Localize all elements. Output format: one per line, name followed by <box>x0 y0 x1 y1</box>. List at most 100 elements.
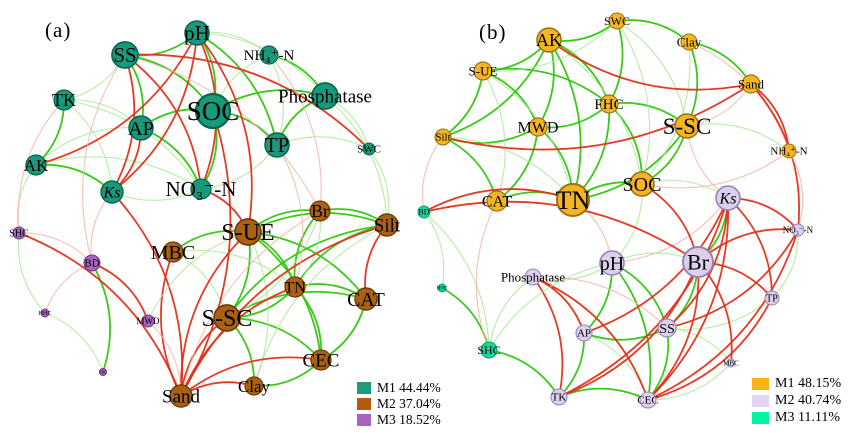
node-label-a-Ks: Ks <box>103 184 121 201</box>
edge-b-BD-HHC <box>423 211 445 289</box>
node-a-SOC <box>194 92 232 130</box>
edge-b-Br-TK <box>558 261 699 398</box>
node-label-a-SOC: SOC <box>187 96 240 126</box>
edge-b-AK-MWD <box>537 39 555 128</box>
edge-a-SS-NO3-N <box>124 54 202 190</box>
node-label-b-TN: TN <box>556 186 591 215</box>
node-label-b-Silt: Silt <box>435 132 450 144</box>
legend-label-m3: M3 18.52% <box>377 412 441 427</box>
edge-b-Ks-CEC <box>647 197 730 401</box>
edge-a-SS-SWC <box>124 53 370 150</box>
node-label-b-SWC: SWC <box>604 14 630 28</box>
edge-a-pH-Ks <box>111 32 198 193</box>
node-label-b-MBC: MBC <box>723 359 739 367</box>
node-label-a-Sand: Sand <box>162 386 201 407</box>
node-label-a-S-SC: S-SC <box>202 306 253 332</box>
edge-b-S-UE-CAT <box>482 70 506 202</box>
edge-b-SHC-TK <box>488 349 560 398</box>
edge-a-HHC-FHC <box>44 312 104 373</box>
edge-a-BD-SS <box>82 54 126 264</box>
node-b-CAT <box>486 190 508 212</box>
node-label-a-FHC: FHC <box>99 369 107 374</box>
node-a-Br <box>309 200 331 222</box>
node-label-b-S-UE: S-UE <box>469 63 498 78</box>
node-label-b-SS: SS <box>659 322 675 337</box>
legend-swatch-m2 <box>357 398 371 410</box>
node-a-Silt <box>375 213 399 237</box>
node-a-SS <box>111 41 139 69</box>
edge-a-TK-NO3-N <box>63 99 202 190</box>
node-a-AK <box>25 154 47 176</box>
node-label-a-TP: TP <box>265 133 290 157</box>
node-b-TN <box>555 182 591 218</box>
node-label-a-HHC: HHC <box>39 311 52 317</box>
node-label-b-Ks: Ks <box>719 190 737 207</box>
edge-b-Ks-TK <box>558 197 729 398</box>
node-label-a-S-UE: S-UE <box>221 220 274 246</box>
edge-b-SWC-S-UE <box>482 20 618 72</box>
edge-b-Sand-AK <box>548 39 752 91</box>
node-label-a-SS: SS <box>113 43 136 67</box>
node-b-SOC <box>629 171 655 197</box>
edge-a-HHC-SHC <box>17 232 46 314</box>
edge-b-BD-SHC <box>423 211 490 351</box>
legend-panel-a: M1 44.44% M2 37.04% M3 18.52% <box>357 380 441 428</box>
edge-b-NH4-N-SOC <box>641 150 790 189</box>
node-label-b-S-SC: S-SC <box>663 114 712 139</box>
node-label-b-AK: AK <box>536 30 562 50</box>
node-label-b-SHC: SHC <box>477 343 500 357</box>
node-label-b-HHC: HHC <box>437 287 448 292</box>
edge-b-NO3-N-CEC <box>647 229 799 401</box>
legend-swatch-m1 <box>357 382 371 394</box>
node-a-MWD <box>141 314 155 328</box>
edge-b-MBC-CEC <box>647 362 732 401</box>
node-label-b-pH: pH <box>600 253 624 275</box>
panel-a-graph: pH SS NH₄⁺-N Phosphatase TK SOC AP TP SWC AK Ks NO₃… <box>9 20 401 408</box>
node-a-Clay <box>244 376 264 396</box>
node-a-TP <box>264 132 290 158</box>
node-a-TK <box>53 89 75 111</box>
panel-b-graph: SWC AK Clay S-UE Sand FHC MWD S-SC Silt NH₄⁺-N CAT… <box>417 12 814 409</box>
node-label-b-AP: AP <box>577 328 591 340</box>
edge-b-Phosphatase-TK <box>532 276 564 398</box>
node-a-CAT <box>354 287 378 311</box>
node-label-a-TN: TN <box>284 279 306 296</box>
node-label-b-CAT: CAT <box>482 193 512 210</box>
node-label-a-Silt: Silt <box>374 215 401 236</box>
node-label-a-CEC: CEC <box>303 350 340 371</box>
edge-a-pH-S-UE <box>196 32 253 233</box>
node-b-MWD <box>528 117 548 137</box>
node-b-SWC <box>608 12 626 30</box>
node-b-AK <box>536 27 562 53</box>
node-a-Sand <box>169 384 193 408</box>
legend-label-m2: M2 40.74% <box>775 392 842 408</box>
edge-b-SHC-CAT <box>475 200 498 351</box>
node-label-a-Br: Br <box>311 201 329 221</box>
edge-b-AK-TN <box>548 39 582 201</box>
edge-a-TP-SWC <box>276 136 370 150</box>
edge-b-S-UE-Silt <box>442 70 484 138</box>
legend-label-m3: M3 11.11% <box>775 409 841 425</box>
node-b-S-UE <box>473 61 493 81</box>
node-b-Silt <box>434 128 452 146</box>
edge-b-Phosphatase-AP <box>532 276 585 334</box>
node-label-b-MWD: MWD <box>518 119 559 136</box>
node-a-AP <box>128 115 154 141</box>
edge-a-MWD-S-UE <box>147 231 249 322</box>
edge-b-TP-CEC <box>647 297 773 401</box>
edge-b-HHC-SHC <box>441 287 490 351</box>
node-a-FHC <box>99 368 107 376</box>
node-b-Clay <box>680 33 698 51</box>
node-b-S-SC <box>674 113 700 139</box>
edge-b-Phosphatase-CEC <box>532 276 649 401</box>
node-label-b-TP: TP <box>766 293 778 304</box>
node-a-Ks <box>100 180 124 204</box>
node-label-a-CAT: CAT <box>347 289 385 311</box>
node-label-b-CEC: CEC <box>637 395 658 407</box>
edge-a-S-SC-Silt <box>226 224 388 319</box>
edge-b-Ks-AP <box>583 197 729 334</box>
edge-a-Sand-Silt <box>180 224 388 397</box>
node-a-NO3-N <box>190 178 212 200</box>
node-label-b-BD: BD <box>418 208 429 217</box>
